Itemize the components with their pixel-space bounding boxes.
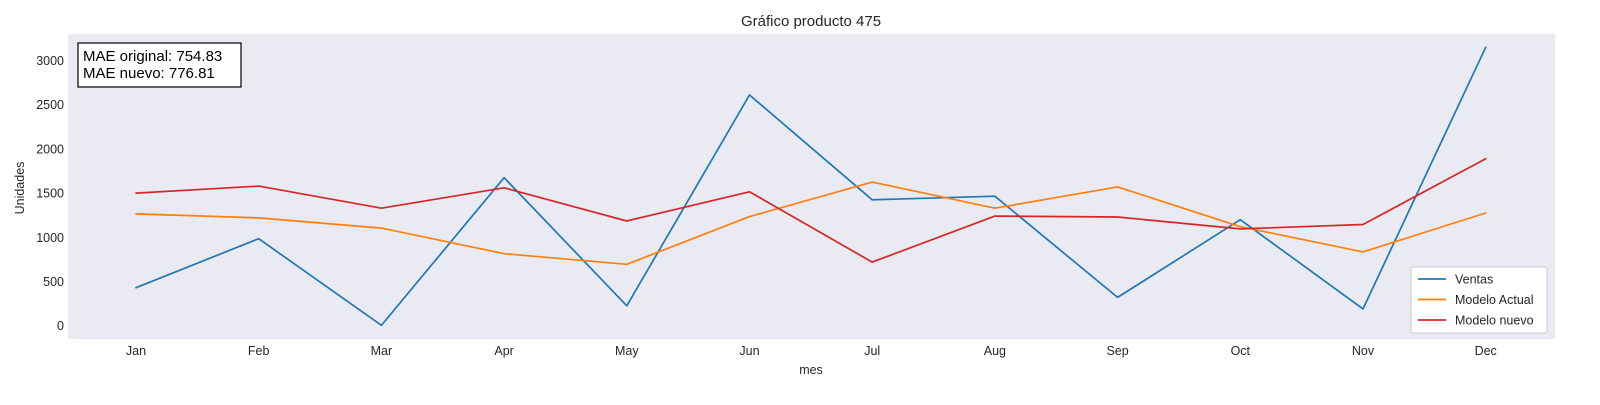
annotation-mae-original: MAE original: 754.83 [83,48,222,65]
x-tick-label: Feb [248,344,270,358]
x-tick-label: Nov [1352,344,1375,358]
chart-title: Gráfico producto 475 [741,13,881,30]
y-axis: 0 500 1000 1500 2000 2500 3000 [36,54,64,333]
annotation-mae-nuevo: MAE nuevo: 776.81 [83,65,215,82]
series-line-ventas [135,46,1487,327]
x-axis-label: mes [799,363,823,377]
x-tick-label: Jul [864,344,880,358]
x-tick-label: Dec [1475,344,1497,358]
x-tick-label: Jun [739,344,759,358]
mae-annotation: MAE original: 754.83 MAE nuevo: 776.81 [77,42,242,88]
y-tick-label: 1500 [36,187,64,201]
x-tick-label: Sep [1106,344,1128,358]
x-tick-label: May [615,344,639,358]
x-tick-label: Oct [1231,344,1251,358]
x-tick-label: Apr [494,344,513,358]
y-tick-label: 0 [57,319,64,333]
x-tick-label: Mar [371,344,393,358]
series-line-modelo-nuevo [135,157,1487,263]
y-tick-label: 2500 [36,98,64,112]
legend-label: Ventas [1455,273,1493,287]
legend-box [1410,266,1548,334]
annotation-box [77,42,242,88]
series-line-modelo-actual [135,181,1487,266]
x-tick-label: Aug [984,344,1006,358]
x-tick-label: Jan [126,344,146,358]
x-axis: Jan Feb Mar Apr May Jun Jul Aug Sep Oct Nov Dec [126,344,1497,358]
y-tick-label: 3000 [36,54,64,68]
legend-label: Modelo nuevo [1455,314,1534,328]
series-lines [135,46,1487,327]
y-tick-label: 1000 [36,231,64,245]
y-tick-label: 500 [43,275,64,289]
plot-area [68,34,1555,339]
legend: Ventas Modelo Actual Modelo nuevo [1410,266,1548,334]
y-tick-label: 2000 [36,142,64,156]
y-axis-label: Unidades [13,162,27,215]
legend-label: Modelo Actual [1455,293,1534,307]
